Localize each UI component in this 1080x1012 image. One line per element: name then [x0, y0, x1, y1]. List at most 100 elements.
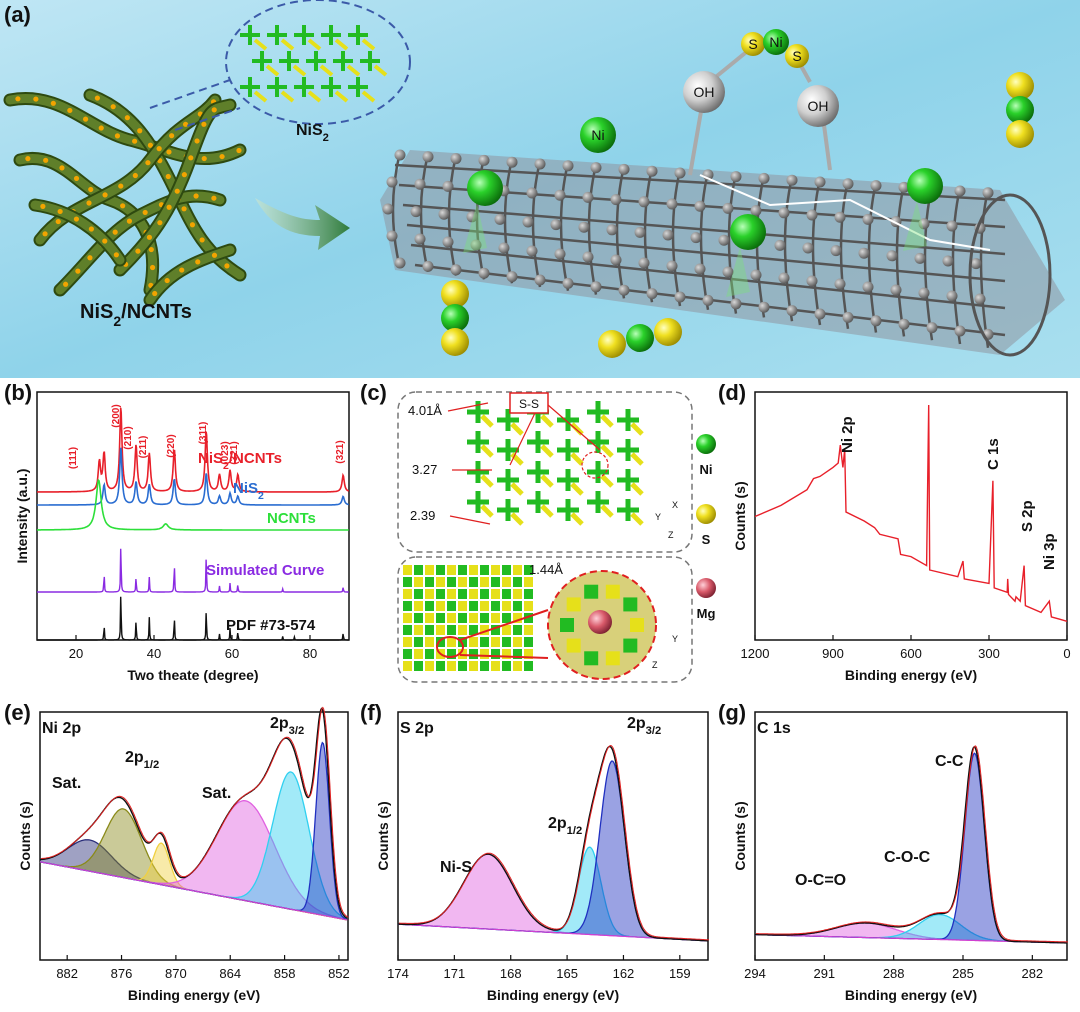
- component-fill: [755, 914, 1066, 943]
- nis2-particle: [132, 138, 138, 144]
- x-tick-label: 168: [500, 966, 522, 981]
- lattice-cell: [425, 661, 434, 671]
- carbon-atom: [414, 178, 426, 190]
- lattice-cell: [480, 661, 489, 671]
- lattice-cell: [414, 601, 423, 611]
- lattice-cell: [403, 565, 412, 575]
- lattice-cell: [502, 565, 511, 575]
- lattice-cell: [447, 637, 456, 647]
- x-tick-label: 285: [952, 966, 974, 981]
- y-axis-label: Counts (s): [375, 801, 391, 870]
- lattice-cell: [524, 637, 533, 647]
- carbon-atom: [786, 305, 798, 317]
- x-tick-label: 159: [669, 966, 691, 981]
- nis2-particle: [201, 155, 207, 162]
- panel-label-a: (a): [4, 2, 31, 27]
- x-tick-label: 288: [883, 966, 905, 981]
- carbon-atom: [666, 260, 678, 272]
- lattice-cell: [513, 601, 522, 611]
- zoom-ring-small: [436, 636, 464, 658]
- x-tick-label: 60: [225, 646, 239, 661]
- carbon-atom: [774, 239, 786, 251]
- carbon-atom: [442, 180, 454, 192]
- lattice-cell: [469, 649, 478, 659]
- nis2-particle: [137, 128, 143, 134]
- carbon-atom: [842, 178, 854, 190]
- carbon-atom: [606, 224, 618, 236]
- carbon-atom: [730, 298, 742, 310]
- carbon-atom: [758, 172, 770, 184]
- lattice-cell: [469, 589, 478, 599]
- nis2-particle: [43, 157, 49, 163]
- carbon-atom: [526, 245, 538, 257]
- series-nis2: [37, 447, 349, 506]
- nis2-particle: [169, 133, 175, 139]
- carbon-atom: [638, 196, 650, 208]
- plot-frame-b: [36, 391, 350, 641]
- s-bond: [630, 482, 644, 496]
- peak-index-label: (023): [220, 441, 231, 464]
- lattice-cell: [491, 589, 500, 599]
- carbon-atom: [666, 198, 678, 210]
- nis2-particle: [55, 218, 61, 225]
- lattice-cell: [524, 625, 533, 635]
- x-axis-label: Two theate (degree): [127, 667, 258, 683]
- x-tick-label: 162: [613, 966, 635, 981]
- fit-envelope: [41, 706, 349, 918]
- lattice-cell: [491, 625, 500, 635]
- nis2-particle: [15, 96, 21, 102]
- panel-label-f: (f): [360, 700, 382, 725]
- lattice-cell: [491, 577, 500, 587]
- ni-adsorption-glow: [463, 203, 487, 253]
- carbon-atom: [470, 239, 482, 251]
- lattice-cell: [414, 625, 423, 635]
- carbon-atom: [394, 257, 406, 269]
- s-atom: [598, 330, 626, 358]
- s-atom-left-label: S: [748, 36, 757, 52]
- nis2-particle: [236, 147, 242, 154]
- tube-ring: [979, 189, 990, 348]
- carbon-atom: [806, 275, 818, 287]
- zoom-line-1: [149, 79, 231, 109]
- nis2-particle: [157, 220, 163, 226]
- nis2-particle: [152, 290, 158, 297]
- x-tick-label: 282: [1021, 966, 1043, 981]
- x-tick-label: 0: [1063, 646, 1070, 661]
- carbon-atom: [610, 194, 622, 206]
- nis2-particle: [174, 188, 180, 194]
- component-fill: [398, 854, 707, 941]
- lattice-cell: [502, 625, 511, 635]
- x-tick-label: 870: [165, 966, 187, 981]
- s-atom: [1006, 120, 1034, 148]
- component-fill: [40, 800, 347, 920]
- carbon-atom: [862, 213, 874, 225]
- lattice-cell: [436, 613, 445, 623]
- s-bond: [265, 64, 280, 77]
- carbon-atom: [386, 230, 398, 242]
- crystal-zoom-circle: [225, 0, 411, 125]
- carbon-atom: [834, 278, 846, 290]
- carbon-atom: [610, 254, 622, 266]
- nis2-particle: [114, 133, 121, 139]
- nis2-particle: [181, 206, 187, 212]
- carbon-atom: [974, 293, 986, 305]
- zoom-line-2: [174, 107, 241, 131]
- lattice-cell: [480, 589, 489, 599]
- legend-label-mg: Mg: [697, 606, 716, 621]
- s-bond: [600, 504, 614, 518]
- channel-atom: [566, 638, 581, 653]
- s-bond: [630, 452, 644, 466]
- lattice-cell: [513, 613, 522, 623]
- nis2-particle: [193, 193, 199, 199]
- carbon-atom: [830, 245, 842, 257]
- ni-adsorption-glow: [903, 201, 927, 251]
- nis2-particle: [120, 203, 126, 209]
- lattice-cell: [414, 649, 423, 659]
- zoom-line: [459, 609, 549, 641]
- s-atom: [441, 328, 469, 356]
- carbon-atom: [806, 209, 818, 221]
- carbon-atom: [506, 271, 518, 283]
- peak-label: C-C: [935, 753, 964, 770]
- peak-index-label: (311): [198, 422, 209, 445]
- component-fill: [755, 753, 1066, 943]
